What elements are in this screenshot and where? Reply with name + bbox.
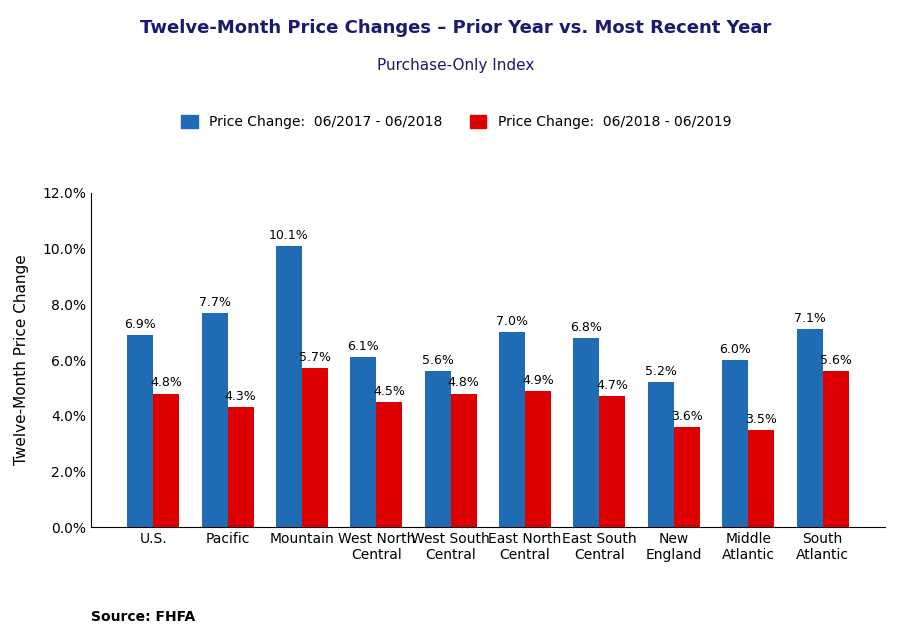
Bar bbox=[350, 358, 376, 527]
Text: 5.7%: 5.7% bbox=[299, 351, 331, 364]
Bar bbox=[450, 394, 476, 527]
Text: 3.5%: 3.5% bbox=[744, 413, 776, 426]
Bar bbox=[795, 329, 822, 527]
Bar bbox=[747, 430, 773, 527]
Text: 4.3%: 4.3% bbox=[224, 390, 256, 403]
Bar bbox=[673, 427, 699, 527]
Text: 3.6%: 3.6% bbox=[670, 410, 702, 423]
Text: 7.1%: 7.1% bbox=[793, 312, 824, 325]
Text: 5.2%: 5.2% bbox=[644, 365, 676, 378]
Bar bbox=[573, 338, 599, 527]
Text: 6.9%: 6.9% bbox=[124, 318, 156, 331]
Legend: Price Change:  06/2017 - 06/2018, Price Change:  06/2018 - 06/2019: Price Change: 06/2017 - 06/2018, Price C… bbox=[175, 110, 736, 135]
Bar bbox=[128, 335, 153, 527]
Bar bbox=[498, 332, 525, 527]
Text: Source: FHFA: Source: FHFA bbox=[91, 610, 195, 624]
Bar bbox=[276, 246, 302, 527]
Text: 5.6%: 5.6% bbox=[819, 354, 851, 367]
Text: 4.8%: 4.8% bbox=[447, 376, 479, 389]
Bar bbox=[302, 368, 328, 527]
Text: Purchase-Only Index: Purchase-Only Index bbox=[377, 58, 534, 73]
Text: 6.1%: 6.1% bbox=[347, 340, 379, 353]
Bar bbox=[376, 402, 402, 527]
Text: 10.1%: 10.1% bbox=[269, 229, 309, 242]
Text: 7.0%: 7.0% bbox=[496, 315, 527, 328]
Text: 7.7%: 7.7% bbox=[199, 296, 230, 309]
Text: 6.8%: 6.8% bbox=[570, 321, 602, 334]
Bar bbox=[722, 360, 747, 527]
Text: 4.8%: 4.8% bbox=[150, 376, 182, 389]
Text: 5.6%: 5.6% bbox=[421, 354, 453, 367]
Text: 6.0%: 6.0% bbox=[719, 343, 751, 356]
Bar bbox=[425, 371, 450, 527]
Text: 4.7%: 4.7% bbox=[596, 379, 628, 392]
Bar bbox=[228, 408, 253, 527]
Bar bbox=[647, 383, 673, 527]
Text: 4.9%: 4.9% bbox=[522, 374, 553, 386]
Bar bbox=[599, 396, 625, 527]
Bar bbox=[153, 394, 179, 527]
Text: Twelve-Month Price Changes – Prior Year vs. Most Recent Year: Twelve-Month Price Changes – Prior Year … bbox=[140, 19, 771, 37]
Bar bbox=[822, 371, 847, 527]
Y-axis label: Twelve-Month Price Change: Twelve-Month Price Change bbox=[14, 255, 28, 466]
Text: 4.5%: 4.5% bbox=[373, 385, 404, 397]
Bar bbox=[201, 312, 228, 527]
Bar bbox=[525, 391, 550, 527]
